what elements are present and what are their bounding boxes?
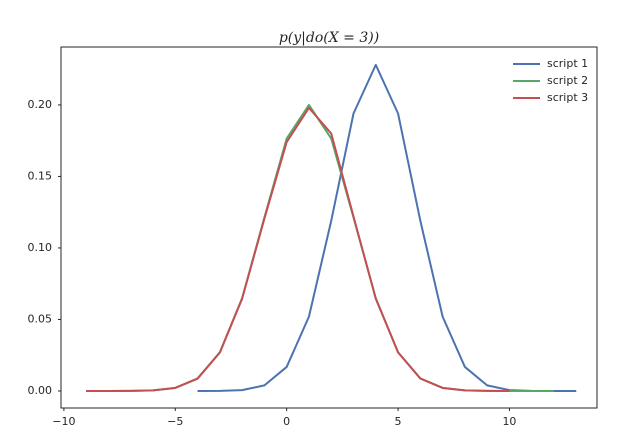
chart-title: p(y|do(X = 3))	[279, 30, 379, 46]
legend-label: script 2	[547, 74, 588, 87]
plot-frame	[60, 46, 598, 409]
line-series	[197, 63, 577, 392]
line-series	[86, 106, 510, 392]
y-tick-label: 0.00	[28, 384, 53, 397]
y-tick-label: 0.20	[28, 98, 53, 111]
x-tick-label: 5	[395, 415, 402, 428]
y-tick-label: 0.15	[28, 169, 53, 182]
x-tick-label: 10	[502, 415, 516, 428]
legend-label: script 1	[547, 57, 588, 70]
x-tick-label: −10	[52, 415, 75, 428]
y-tick-label: 0.10	[28, 241, 53, 254]
line-series	[86, 103, 554, 392]
y-tick-label: 0.05	[28, 312, 53, 325]
x-tick-label: −5	[167, 415, 183, 428]
legend-label: script 3	[547, 91, 588, 104]
x-tick-label: 0	[283, 415, 290, 428]
